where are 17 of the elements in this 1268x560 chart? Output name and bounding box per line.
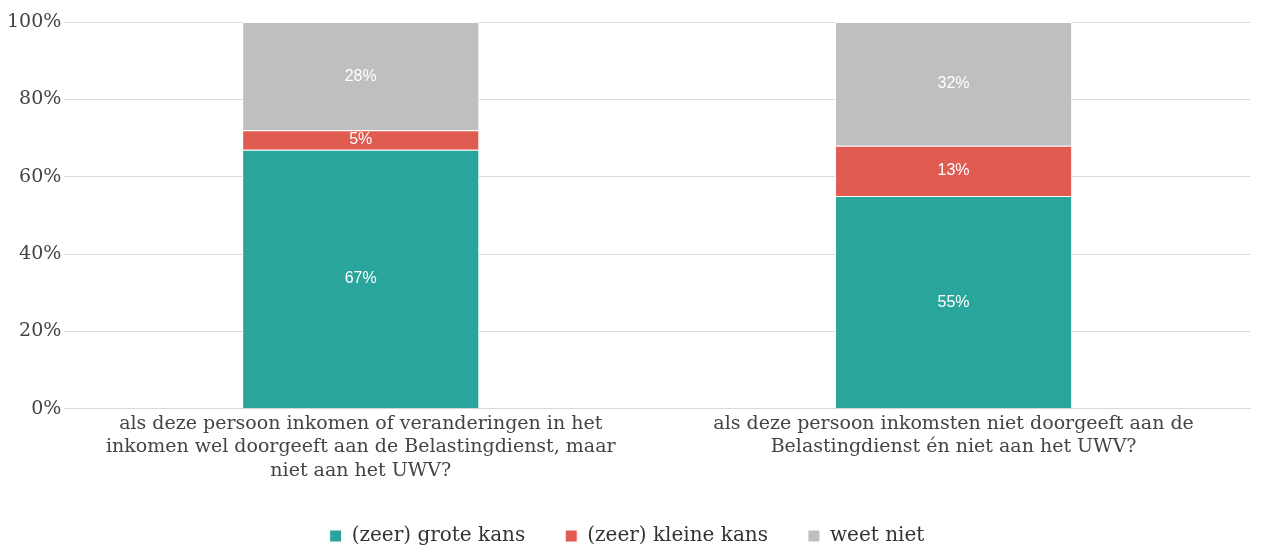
data-label: 32% (937, 74, 970, 92)
data-label: 67% (344, 269, 377, 287)
legend-label: weet niet (829, 522, 925, 547)
data-label: 5% (349, 130, 373, 148)
y-tick-label: 100% (6, 8, 62, 31)
y-tick-label: 60% (19, 163, 62, 186)
x-tick-label: als deze persoon inkomsten niet doorgeeft aan de Belastingdienst én niet aan het UWV? (713, 410, 1194, 457)
data-label: 55% (937, 292, 970, 310)
y-tick-label: 80% (19, 86, 62, 109)
x-tick-label: als deze persoon inkomen of veranderingen in het inkomen wel doorgeeft aan de Belastingdienst, maar niet aan het UWV? (105, 410, 617, 481)
data-label: 28% (344, 66, 377, 84)
y-tick-label: 0% (31, 395, 62, 418)
legend-label: (zeer) kleine kans (587, 522, 768, 547)
data-label: 13% (937, 161, 970, 179)
y-tick-label: 20% (19, 318, 62, 341)
y-tick-label: 40% (19, 240, 62, 263)
legend-label: (zeer) grote kans (351, 522, 526, 547)
